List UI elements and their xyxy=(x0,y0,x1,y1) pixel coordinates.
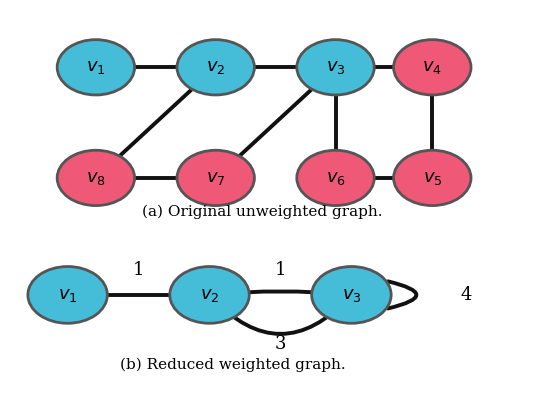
Text: $v_{4}$: $v_{4}$ xyxy=(422,58,442,76)
Text: $v_{2}$: $v_{2}$ xyxy=(200,286,219,304)
Ellipse shape xyxy=(177,150,254,206)
Ellipse shape xyxy=(28,266,107,323)
Ellipse shape xyxy=(393,40,471,95)
Ellipse shape xyxy=(312,266,391,323)
Text: $v_{7}$: $v_{7}$ xyxy=(206,169,225,187)
Text: (b) Reduced weighted graph.: (b) Reduced weighted graph. xyxy=(120,358,346,372)
Ellipse shape xyxy=(177,40,254,95)
FancyArrowPatch shape xyxy=(388,281,416,308)
Text: $v_{2}$: $v_{2}$ xyxy=(206,58,225,76)
Text: 1: 1 xyxy=(275,261,286,279)
Text: (a) Original unweighted graph.: (a) Original unweighted graph. xyxy=(141,205,382,219)
Text: 4: 4 xyxy=(460,286,472,304)
Ellipse shape xyxy=(297,150,374,206)
Ellipse shape xyxy=(57,150,134,206)
Text: $v_{1}$: $v_{1}$ xyxy=(58,286,78,304)
Text: $v_{1}$: $v_{1}$ xyxy=(86,58,106,76)
Text: 1: 1 xyxy=(133,261,144,279)
Ellipse shape xyxy=(393,150,471,206)
Text: $v_{8}$: $v_{8}$ xyxy=(86,169,106,187)
Text: $v_{6}$: $v_{6}$ xyxy=(326,169,345,187)
Text: $v_{3}$: $v_{3}$ xyxy=(341,286,361,304)
Ellipse shape xyxy=(170,266,249,323)
FancyArrowPatch shape xyxy=(211,297,350,334)
Text: 3: 3 xyxy=(275,335,286,353)
FancyArrowPatch shape xyxy=(212,291,349,295)
Ellipse shape xyxy=(57,40,134,95)
Text: $v_{5}$: $v_{5}$ xyxy=(423,169,442,187)
Text: $v_{3}$: $v_{3}$ xyxy=(326,58,345,76)
Ellipse shape xyxy=(297,40,374,95)
